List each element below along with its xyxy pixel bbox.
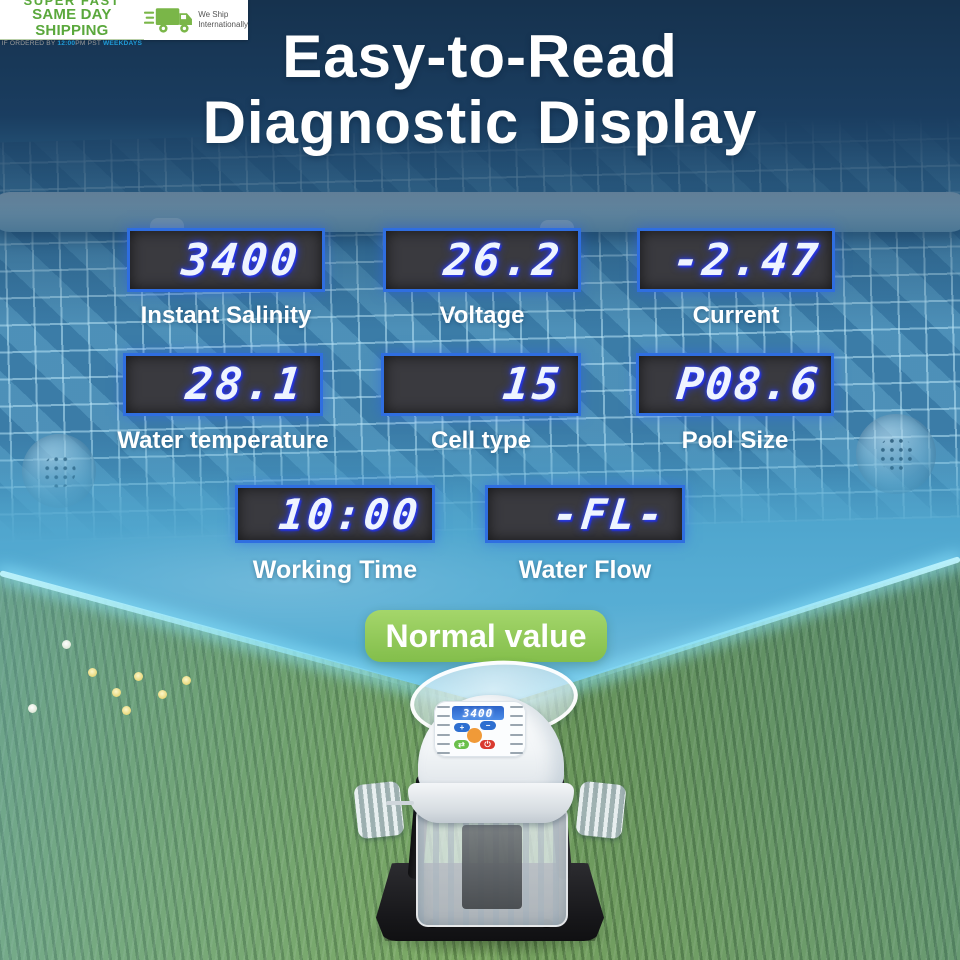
shipping-intl-line2: Internationally [198, 20, 248, 29]
display-value: -FL- [550, 489, 669, 539]
control-head-skirt [408, 783, 574, 823]
shipping-ordered-prefix: IF ORDERED BY [1, 40, 58, 48]
display-cell-type: 15 [381, 353, 581, 416]
brand-mark [386, 801, 414, 805]
display-value: -2.47 [669, 234, 823, 286]
flower [122, 706, 131, 715]
display-water-flow: -FL- [485, 485, 685, 543]
display-current: -2.47 [637, 228, 835, 292]
shipping-truck-icon [143, 8, 192, 33]
display-value: 26.2 [441, 234, 565, 286]
shipping-text: SUPER FAST SAME DAY SHIPPING IF ORDERED … [0, 0, 144, 48]
display-voltage: 26.2 [383, 228, 581, 292]
flower [62, 640, 71, 649]
display-label: Water Flow [518, 556, 652, 584]
display-working-time: 10:00 [235, 485, 435, 543]
control-panel: 3400 + − ⇄ ⏻ [434, 701, 526, 757]
electrolytic-cell-canister [416, 805, 568, 927]
shipping-ordered-by: IF ORDERED BY 12:00PM PST WEEKDAYS [0, 40, 144, 48]
flower [134, 672, 143, 681]
normal-value-badge: Normal value [365, 610, 607, 662]
minus-button: − [480, 721, 496, 730]
shipping-ordered-suffix: WEEKDAYS [102, 40, 143, 48]
control-panel-lcd: 3400 [452, 706, 504, 720]
display-value: 10:00 [275, 489, 423, 539]
shipping-super-fast: SUPER FAST [23, 0, 121, 9]
hose-fitting-right [575, 780, 627, 840]
display-value: 15 [500, 359, 565, 410]
title-line2: Diagnostic Display [202, 89, 758, 156]
cell-plates [462, 825, 522, 909]
display-label: Voltage [439, 302, 525, 329]
boost-button: ⇄ [454, 740, 469, 749]
display-label: Water temperature [117, 427, 329, 454]
shipping-international-text: We Ship Internationally [198, 10, 248, 30]
power-button: ⏻ [480, 740, 495, 749]
display-label: Cell type [430, 427, 532, 454]
display-value: P08.6 [673, 359, 822, 410]
chlorinator-product: 3400 + − ⇄ ⏻ [350, 655, 630, 958]
shipping-ordered-mid: PM PST [75, 40, 103, 48]
flower [88, 668, 97, 677]
hose-fitting-left [353, 780, 405, 840]
display-water-temperature: 28.1 [123, 353, 323, 416]
plus-button: + [454, 723, 470, 732]
shipping-ordered-time: 12:00 [57, 40, 76, 48]
shipping-same-day: SAME DAY SHIPPING [0, 7, 144, 41]
flower [182, 676, 191, 685]
mode-button [467, 728, 482, 743]
normal-value-label: Normal value [385, 617, 587, 654]
shipping-intl-line1: We Ship [198, 10, 229, 19]
display-label: Working Time [252, 556, 418, 584]
display-instant-salinity: 3400 [127, 228, 325, 292]
display-value: 3400 [179, 234, 303, 286]
panel-label-column-left [437, 706, 450, 754]
display-label: Current [692, 302, 780, 329]
flower [158, 690, 167, 699]
shipping-badge: SUPER FAST SAME DAY SHIPPING IF ORDERED … [0, 0, 248, 47]
flower [112, 688, 121, 697]
flower [28, 704, 37, 713]
title-line1: Easy-to-Read [282, 23, 678, 90]
display-label: Pool Size [681, 427, 789, 454]
display-value: 28.1 [183, 359, 307, 410]
panel-label-column-right [510, 706, 523, 754]
display-label: Instant Salinity [140, 302, 312, 329]
display-pool-size: P08.6 [636, 353, 834, 416]
page-title: Easy-to-Read Diagnostic Display [0, 24, 960, 156]
